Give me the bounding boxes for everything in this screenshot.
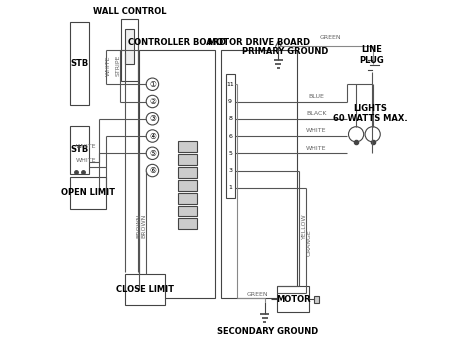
Text: ②: ② (149, 97, 156, 106)
Text: WHITE: WHITE (306, 145, 327, 151)
Text: 3: 3 (228, 168, 232, 173)
Bar (178, 154, 197, 165)
Text: ⑤: ⑤ (149, 149, 156, 158)
Text: GREEN: GREEN (247, 292, 269, 297)
Circle shape (365, 127, 380, 142)
Text: MOTOR: MOTOR (276, 295, 310, 304)
Bar (178, 180, 197, 191)
Text: PRIMARY GROUND: PRIMARY GROUND (242, 47, 328, 56)
Circle shape (146, 147, 159, 159)
Bar (121, 19, 138, 81)
Bar (178, 193, 197, 204)
Text: SECONDARY GROUND: SECONDARY GROUND (218, 326, 319, 335)
Bar (125, 274, 164, 305)
Text: STB: STB (70, 59, 88, 68)
Text: 1: 1 (228, 185, 232, 190)
Circle shape (348, 127, 364, 142)
Text: 8: 8 (228, 116, 232, 121)
Text: WHITE: WHITE (306, 128, 327, 133)
Text: LINE
PLUG: LINE PLUG (359, 45, 384, 65)
Text: 6: 6 (228, 134, 232, 139)
Bar (178, 141, 197, 152)
Text: WHITE: WHITE (75, 144, 96, 149)
Text: BROWN: BROWN (137, 214, 141, 238)
Text: YELLOW: YELLOW (302, 213, 307, 239)
Bar (226, 74, 235, 198)
Text: WHITE: WHITE (75, 158, 96, 163)
Text: CLOSE LIMIT: CLOSE LIMIT (116, 285, 173, 294)
Bar (138, 50, 215, 298)
Text: 5: 5 (228, 151, 232, 156)
Text: ①: ① (149, 80, 156, 89)
Bar (70, 22, 89, 105)
Text: CONTROLLER BOARD: CONTROLLER BOARD (128, 38, 226, 47)
Text: STRIPE: STRIPE (115, 55, 120, 76)
Text: 9: 9 (228, 99, 232, 104)
Circle shape (146, 112, 159, 125)
Text: STB: STB (70, 145, 88, 154)
Text: 11: 11 (226, 82, 234, 87)
Text: WALL CONTROL: WALL CONTROL (93, 7, 166, 16)
Text: ④: ④ (149, 132, 156, 141)
Text: BLUE: BLUE (309, 94, 324, 99)
Bar (178, 206, 197, 216)
Circle shape (146, 78, 159, 90)
Bar (178, 167, 197, 178)
Text: BLACK: BLACK (306, 111, 327, 116)
Bar (125, 29, 135, 64)
Text: OPEN LIMIT: OPEN LIMIT (61, 189, 115, 197)
Circle shape (146, 95, 159, 108)
Bar (178, 218, 197, 229)
Text: BROWN: BROWN (141, 214, 146, 238)
Text: WHITE: WHITE (106, 55, 111, 76)
Circle shape (146, 164, 159, 177)
Text: ③: ③ (149, 114, 156, 123)
Bar (70, 126, 89, 174)
Bar (221, 50, 297, 298)
Bar (70, 177, 106, 208)
Circle shape (146, 130, 159, 142)
Text: GREEN: GREEN (319, 35, 341, 40)
Bar (314, 295, 319, 303)
Text: LIGHTS
60 WATTS MAX.: LIGHTS 60 WATTS MAX. (333, 104, 407, 123)
Text: MOTOR DRIVE BOARD: MOTOR DRIVE BOARD (209, 38, 310, 47)
Text: ⑥: ⑥ (149, 166, 156, 175)
Text: ORANGE: ORANGE (306, 230, 311, 256)
Bar (277, 286, 310, 312)
